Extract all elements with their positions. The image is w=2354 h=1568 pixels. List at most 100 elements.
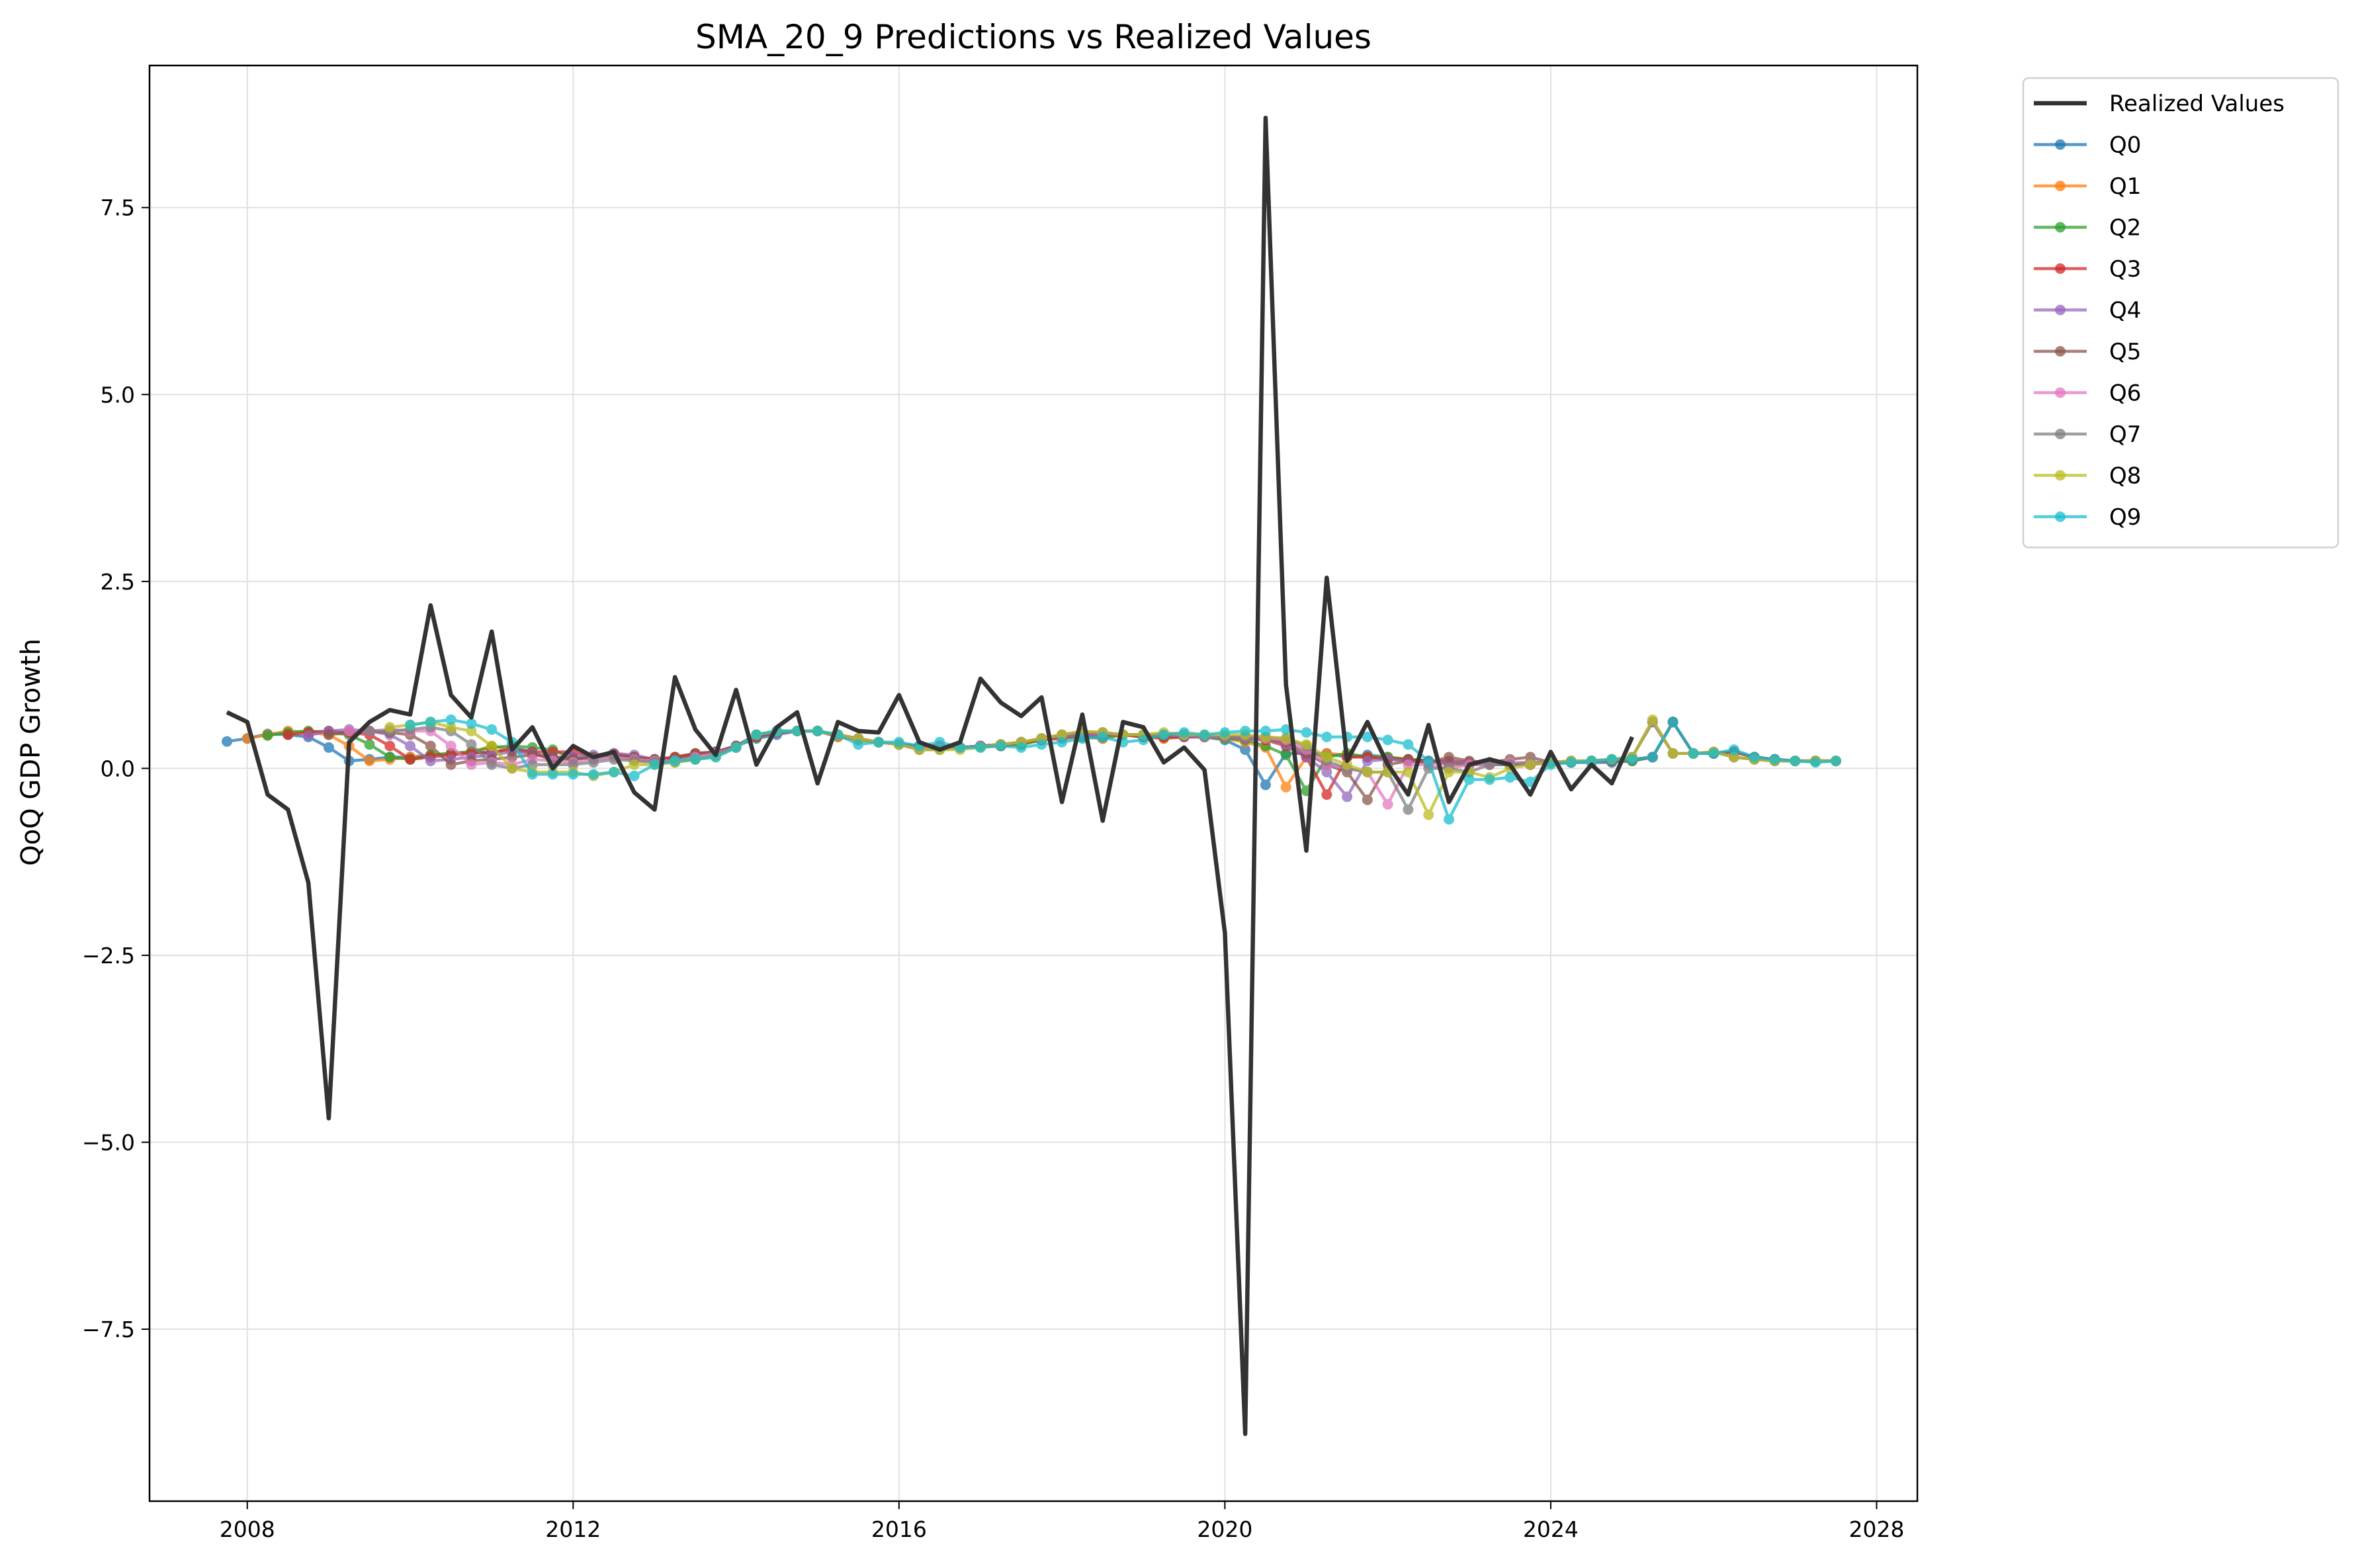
data-point-q6	[343, 725, 355, 736]
data-point-q9	[1057, 736, 1068, 748]
data-point-q9	[1769, 754, 1780, 765]
data-point-q5	[506, 752, 517, 763]
legend-box	[2022, 77, 2339, 548]
y-tick-label: 2.5	[101, 569, 135, 595]
data-point-q8	[629, 759, 640, 770]
data-point-q3	[405, 754, 415, 765]
data-point-q9	[1362, 731, 1373, 742]
legend-label: Q6	[2109, 380, 2141, 407]
data-point-q9	[568, 769, 579, 780]
data-point-q9	[1036, 739, 1047, 750]
data-point-q6	[445, 740, 457, 752]
legend-swatch-marker	[2055, 511, 2066, 522]
legend-label: Q3	[2109, 256, 2141, 283]
data-point-q4	[303, 730, 314, 741]
data-point-q9	[425, 717, 436, 728]
legend-item: Realized Values	[2034, 91, 2285, 117]
data-point-q9	[527, 769, 538, 780]
data-point-q1	[1280, 781, 1291, 793]
data-point-q4	[405, 740, 415, 752]
data-point-q4	[1321, 767, 1332, 777]
data-point-q9	[1688, 748, 1699, 759]
data-point-q9	[1097, 731, 1108, 742]
grid	[150, 65, 1917, 1501]
x-tick-label: 2020	[1197, 1516, 1252, 1542]
data-point-q5	[1362, 794, 1373, 805]
data-point-q2	[1280, 750, 1291, 761]
data-point-q4	[1342, 791, 1353, 803]
data-point-q8	[466, 725, 477, 736]
y-tick-label: −7.5	[82, 1317, 135, 1342]
data-point-q7	[364, 725, 375, 736]
data-point-q6	[1382, 799, 1393, 810]
data-point-q9	[466, 718, 477, 729]
data-point-q0	[1240, 744, 1251, 756]
data-point-q9	[547, 769, 558, 780]
legend-swatch-marker	[2055, 470, 2066, 481]
data-point-q8	[1525, 759, 1536, 770]
data-point-q9	[1586, 756, 1597, 767]
data-point-q9	[975, 742, 986, 753]
data-point-q9	[1260, 725, 1271, 736]
legend-item: Q2	[2034, 215, 2141, 241]
data-point-q8	[1728, 752, 1739, 763]
data-point-q9	[1708, 748, 1720, 759]
data-point-q8	[1667, 748, 1678, 759]
data-point-q9	[1728, 744, 1739, 756]
data-point-q0	[222, 736, 232, 747]
y-tick-label: 0.0	[101, 756, 135, 781]
legend-swatch-marker	[2055, 387, 2066, 398]
data-point-q9	[1240, 725, 1251, 736]
axes: 2008 2012 2016 2020 2024 2028 7.5 5.0 2.5 0.0 −2.5…	[82, 195, 1905, 1542]
data-point-q8	[1301, 739, 1312, 750]
data-point-q9	[670, 756, 681, 767]
data-point-q9	[486, 724, 498, 735]
legend-label: Q9	[2109, 504, 2141, 531]
data-point-q9	[629, 770, 640, 781]
data-point-q9	[1199, 729, 1210, 740]
data-point-q7	[568, 759, 579, 770]
data-point-q5	[425, 740, 436, 752]
data-point-q9	[1463, 774, 1475, 785]
x-tick-label: 2008	[220, 1516, 275, 1542]
data-point-q2	[262, 730, 273, 741]
data-point-q8	[1280, 733, 1291, 744]
data-point-q8	[1423, 809, 1434, 820]
data-point-q9	[995, 740, 1006, 752]
data-point-q8	[1647, 714, 1658, 725]
data-point-q9	[873, 736, 884, 748]
data-point-q7	[1403, 804, 1414, 815]
data-point-q3	[384, 740, 396, 752]
legend-swatch-marker	[2055, 263, 2066, 274]
data-point-q9	[1219, 727, 1231, 738]
y-axis-label: QoQ GDP Growth	[16, 638, 46, 866]
data-point-q7	[486, 759, 498, 770]
data-point-q7	[466, 739, 477, 750]
data-point-q9	[1138, 734, 1149, 746]
data-point-q7	[588, 757, 599, 768]
legend-item: Q8	[2034, 463, 2141, 490]
data-point-q9	[1301, 727, 1312, 738]
legend-item: Q9	[2034, 504, 2141, 531]
data-point-q9	[1280, 724, 1291, 735]
data-point-q9	[1565, 757, 1577, 768]
data-point-q8	[506, 763, 517, 774]
series-line-realized-values	[226, 115, 1634, 1436]
data-point-q1	[364, 756, 375, 767]
x-tick-label: 2012	[545, 1516, 601, 1542]
data-point-q8	[1057, 729, 1068, 740]
data-point-q8	[1342, 759, 1353, 770]
data-point-q9	[1016, 742, 1027, 753]
plot-frame	[148, 64, 1919, 1503]
y-tick-label: −5.0	[82, 1130, 135, 1156]
data-point-q9	[934, 736, 945, 748]
legend-label: Q1	[2109, 173, 2141, 200]
legend-swatch-marker	[2055, 429, 2066, 439]
data-point-q8	[384, 722, 396, 733]
data-point-q9	[1382, 734, 1393, 746]
legend: Realized Values Q0 Q1 Q2 Q3 Q4 Q5 Q6 Q7 Q8 Q9	[2022, 77, 2339, 548]
legend-item: Q1	[2034, 173, 2141, 200]
legend-label: Q0	[2109, 132, 2141, 159]
legend-item: Q7	[2034, 421, 2141, 448]
